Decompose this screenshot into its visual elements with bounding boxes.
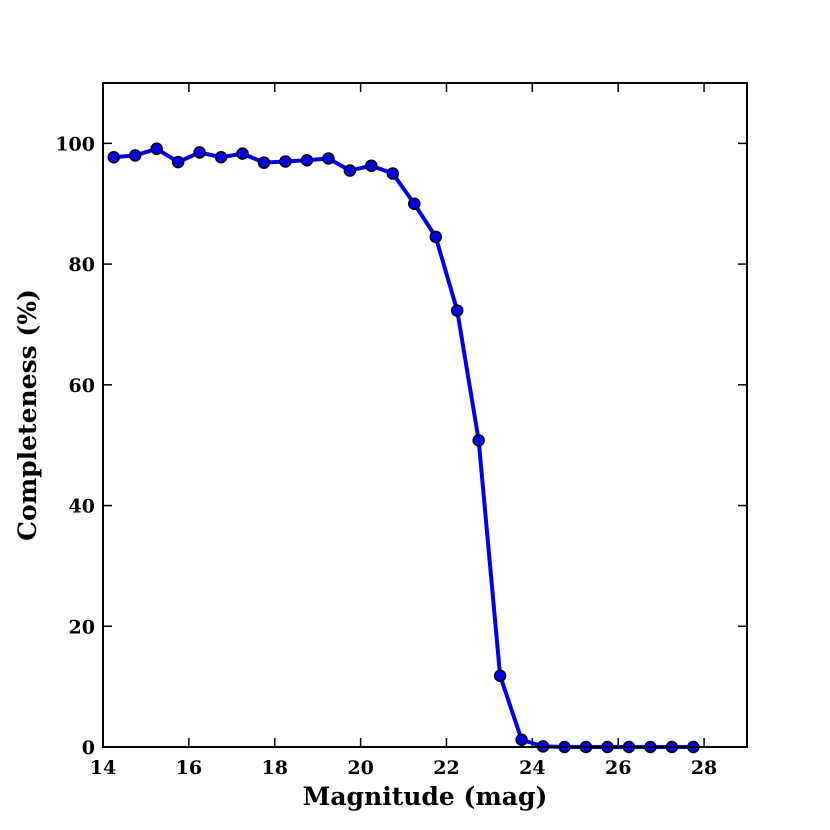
x-tick-label: 28 xyxy=(691,757,717,779)
data-point xyxy=(236,147,249,160)
data-point xyxy=(193,146,206,159)
data-point xyxy=(493,669,507,683)
x-tick-label: 20 xyxy=(347,757,373,779)
data-point xyxy=(322,152,335,165)
x-tick-label: 16 xyxy=(176,757,202,779)
y-tick-label: 40 xyxy=(69,496,95,518)
data-point xyxy=(343,164,357,177)
data-point xyxy=(257,156,271,169)
data-point xyxy=(429,230,442,244)
x-tick-label: 22 xyxy=(433,757,459,779)
data-point xyxy=(279,155,292,168)
data-point xyxy=(450,304,464,317)
x-axis-title: Magnitude (mag) xyxy=(303,782,548,811)
data-point xyxy=(515,733,528,747)
y-tick-label: 80 xyxy=(69,254,95,276)
data-point xyxy=(128,149,142,162)
data-point xyxy=(365,159,378,172)
plot-frame xyxy=(102,82,748,748)
y-tick-label: 0 xyxy=(82,737,95,759)
y-tick-label: 20 xyxy=(69,616,95,638)
data-point xyxy=(107,150,120,164)
data-point xyxy=(150,142,163,156)
data-point xyxy=(386,167,400,180)
x-tick-label: 24 xyxy=(519,757,545,779)
data-point xyxy=(171,155,185,169)
ticks-layer: 14 16 18 20 22 24 26 28 0 20 40 60 80 100 xyxy=(55,83,747,779)
y-axis-title: Completeness (%) xyxy=(13,289,42,541)
data-point xyxy=(472,434,485,447)
data-point xyxy=(300,154,314,167)
data-point xyxy=(214,150,228,164)
y-tick-label: 100 xyxy=(55,133,95,155)
x-tick-label: 26 xyxy=(605,757,631,779)
y-tick-label: 60 xyxy=(69,375,95,397)
x-tick-label: 14 xyxy=(90,757,116,779)
data-point xyxy=(408,197,421,210)
x-tick-label: 18 xyxy=(262,757,288,779)
